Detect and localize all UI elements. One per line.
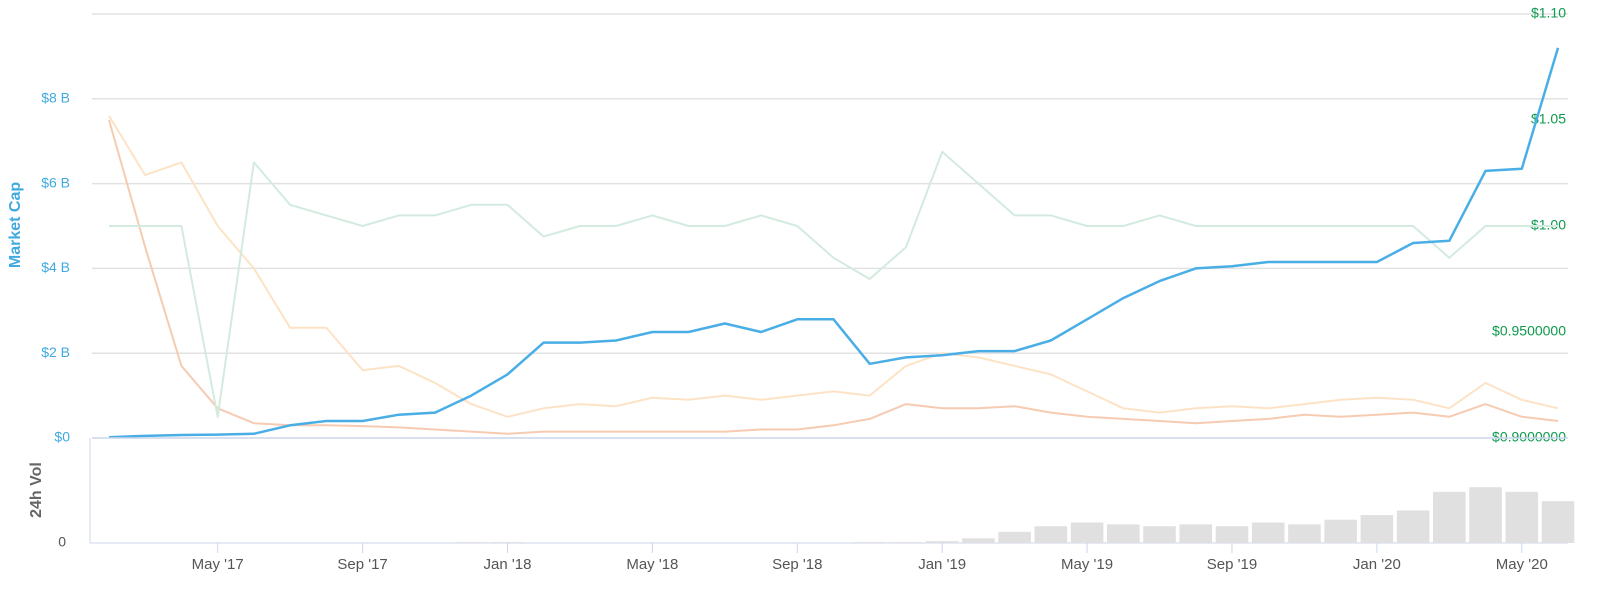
volume-bar — [1360, 515, 1394, 543]
volume-bar — [1143, 526, 1176, 543]
volume-bar — [1251, 522, 1285, 543]
volume-bar — [1034, 526, 1068, 543]
volume-bar — [491, 542, 524, 543]
volume-bar — [998, 531, 1031, 543]
volume-bar — [962, 538, 995, 543]
x-tick-label: May '19 — [1061, 556, 1113, 573]
x-tick-label: May '18 — [626, 556, 678, 573]
y2-tick-label: $0.9500000 — [1492, 323, 1566, 339]
volume-bar — [1396, 510, 1430, 543]
x-tick-label: Sep '17 — [337, 556, 387, 573]
volume-bar — [1469, 487, 1502, 543]
volume-bar — [454, 542, 488, 543]
y-tick-label: $8 B — [41, 90, 70, 106]
volume-bar — [1106, 524, 1140, 543]
x-tick-label: May '20 — [1496, 556, 1548, 573]
volume-bar — [1505, 491, 1539, 543]
volume-bar — [1070, 522, 1104, 543]
volume-bar — [925, 541, 959, 543]
volume-bar — [889, 542, 923, 543]
volume-bar — [1215, 526, 1249, 543]
y-axis-title: Market Cap — [7, 182, 24, 268]
series-line — [109, 150, 1558, 418]
y2-tick-label: $1.05 — [1531, 111, 1566, 127]
volume-bar — [1179, 524, 1213, 543]
y-tick-label: $0 — [54, 429, 70, 445]
x-tick-label: May '17 — [192, 556, 244, 573]
volume-bar — [853, 542, 887, 543]
volume-axis-title: 24h Vol — [28, 462, 45, 518]
series-line — [108, 119, 1559, 435]
y2-tick-label: $1.10 — [1531, 5, 1566, 21]
volume-bar — [1324, 519, 1357, 543]
x-tick-label: Sep '18 — [772, 556, 822, 573]
volume-bar — [1433, 491, 1466, 543]
volume-tick-label: 0 — [58, 534, 66, 550]
x-tick-label: Sep '19 — [1207, 556, 1257, 573]
x-tick-label: Jan '20 — [1353, 556, 1401, 573]
x-tick-label: Jan '18 — [484, 556, 532, 573]
y-tick-label: $4 B — [41, 259, 70, 275]
series-line — [108, 47, 1560, 439]
y2-tick-label: $0.9000000 — [1492, 429, 1566, 445]
y-tick-label: $6 B — [41, 174, 70, 190]
volume-bar — [1541, 501, 1575, 543]
volume-bar — [1288, 524, 1321, 543]
y-tick-label: $2 B — [41, 344, 70, 360]
y2-tick-label: $1.00 — [1531, 217, 1566, 233]
x-tick-label: Jan '19 — [918, 556, 966, 573]
series-line — [108, 115, 1559, 418]
